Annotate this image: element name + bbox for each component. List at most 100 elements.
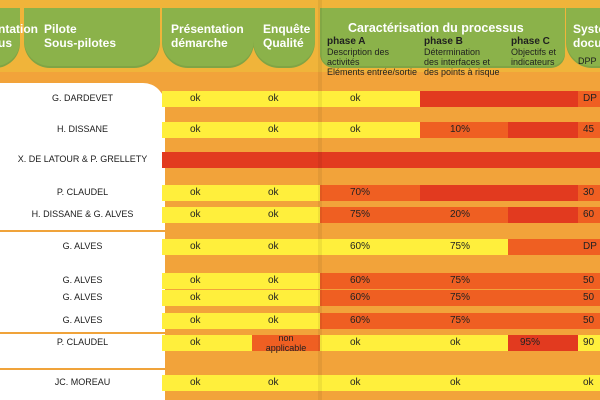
status-band-a bbox=[320, 375, 420, 391]
cell-pres: ok bbox=[190, 275, 201, 286]
cell-d: ok bbox=[583, 377, 594, 388]
status-band-a bbox=[320, 273, 420, 289]
cell-pres: ok bbox=[190, 377, 201, 388]
header-pilote-line2: Sous-pilotes bbox=[44, 36, 117, 50]
status-band-pres bbox=[162, 91, 252, 107]
status-band-d bbox=[578, 122, 600, 138]
syst-sub-text: DPP bbox=[578, 56, 597, 66]
cell-enq: ok bbox=[268, 124, 279, 135]
header-pill-presentation bbox=[162, 8, 254, 68]
phase-b-header: phase B Détermination des interfaces et … bbox=[424, 36, 509, 78]
header-systeme: Syste docu bbox=[573, 22, 600, 50]
status-band-enq bbox=[252, 185, 320, 201]
status-band-d bbox=[578, 313, 600, 329]
cell-a: 70% bbox=[350, 187, 371, 198]
status-band-enq bbox=[252, 91, 320, 107]
status-band-pres bbox=[162, 185, 252, 201]
cell-enq: ok bbox=[268, 93, 279, 104]
status-band-pres bbox=[162, 273, 252, 289]
phase-a-header: phase A Description des activités Elémen… bbox=[327, 36, 422, 78]
status-band-c bbox=[508, 91, 578, 107]
cell-d: 90 bbox=[583, 337, 595, 348]
pilot-name: P. CLAUDEL bbox=[56, 337, 109, 347]
status-band-d bbox=[578, 375, 600, 391]
cell-a: ok bbox=[350, 93, 361, 104]
header-presentation-line1: Présentation bbox=[171, 22, 244, 36]
pilot-name: G. DARDEVET bbox=[51, 93, 113, 103]
cell-enq: ok bbox=[268, 377, 279, 388]
header-col1: ntation us bbox=[0, 22, 38, 50]
status-band-c bbox=[508, 335, 578, 351]
pilot-name: H. DISSANE bbox=[56, 124, 108, 134]
cell-enq: ok bbox=[268, 315, 279, 326]
header-col1-line2: us bbox=[0, 36, 13, 50]
status-band-a bbox=[320, 335, 420, 351]
status-band-a bbox=[320, 313, 420, 329]
status-band-enq bbox=[252, 239, 320, 255]
phase-b-title: phase B bbox=[424, 36, 463, 47]
pilot-name: P. CLAUDEL bbox=[56, 187, 109, 197]
status-band-a bbox=[320, 185, 420, 201]
phase-a-line3: Eléments entrée/sortie bbox=[327, 67, 418, 77]
cell-enq: ok bbox=[268, 209, 279, 220]
status-band-c bbox=[508, 375, 578, 391]
status-band-pres bbox=[162, 335, 252, 351]
phase-b-line2: des interfaces et bbox=[424, 57, 491, 67]
status-band-c bbox=[508, 313, 578, 329]
status-band-enq bbox=[252, 273, 320, 289]
phase-c-header: phase C Objectifs et indicateurs bbox=[511, 36, 571, 68]
cell-enq: ok bbox=[268, 292, 279, 303]
cell-a: ok bbox=[350, 124, 361, 135]
panel-divider bbox=[0, 368, 165, 370]
status-band-a bbox=[320, 290, 420, 306]
pilot-name: H. DISSANE & G. ALVES bbox=[31, 209, 134, 219]
cell-d: DP bbox=[583, 241, 597, 252]
cell-d: 45 bbox=[583, 124, 595, 135]
status-band-d bbox=[578, 335, 600, 351]
status-band-b bbox=[420, 335, 508, 351]
header-syst-line2: docu bbox=[573, 36, 600, 50]
status-band-d bbox=[578, 91, 600, 107]
cell-b: ok bbox=[450, 377, 461, 388]
phase-c-title: phase C bbox=[511, 36, 550, 47]
header-caracterisation-text: Caractérisation du processus bbox=[348, 21, 524, 35]
status-band-c bbox=[508, 152, 578, 168]
pilot-name: G. ALVES bbox=[62, 241, 103, 251]
cell-d: 50 bbox=[583, 315, 595, 326]
status-band-d bbox=[578, 207, 600, 223]
status-band-b bbox=[420, 273, 508, 289]
header-presentation: Présentation démarche bbox=[171, 22, 256, 50]
status-band-d bbox=[578, 273, 600, 289]
status-band-enq bbox=[252, 335, 320, 351]
status-band-d bbox=[578, 152, 600, 168]
status-band-c bbox=[508, 185, 578, 201]
phase-c-line2: indicateurs bbox=[511, 57, 555, 67]
cell-enq: ok bbox=[268, 241, 279, 252]
status-band-pres bbox=[162, 239, 252, 255]
pilot-name: G. ALVES bbox=[62, 292, 103, 302]
header-caracterisation: Caractérisation du processus bbox=[348, 21, 548, 35]
cell-d: 30 bbox=[583, 187, 595, 198]
phase-c-line1: Objectifs et bbox=[511, 47, 557, 57]
cell-a: ok bbox=[350, 377, 361, 388]
status-band-b bbox=[420, 239, 508, 255]
cell-enq-non-applicable: non applicable bbox=[265, 333, 307, 353]
cell-pres: ok bbox=[190, 337, 201, 348]
cell-b: 75% bbox=[450, 275, 471, 286]
header-enquete-line1: Enquête bbox=[263, 22, 311, 36]
header-enquete-line2: Qualité bbox=[263, 36, 304, 50]
status-band-pres bbox=[162, 313, 252, 329]
status-band-c bbox=[508, 273, 578, 289]
status-band-a bbox=[320, 152, 420, 168]
status-band-c bbox=[508, 290, 578, 306]
status-band-a bbox=[320, 122, 420, 138]
cell-a: 60% bbox=[350, 292, 371, 303]
pilot-name: X. DE LATOUR & P. GRELLETY bbox=[17, 154, 148, 164]
panel-divider bbox=[0, 332, 165, 334]
status-band-c bbox=[508, 122, 578, 138]
status-band-b bbox=[420, 290, 508, 306]
header-pill-systeme bbox=[566, 8, 600, 68]
cell-pres: ok bbox=[190, 241, 201, 252]
status-band-d bbox=[578, 290, 600, 306]
